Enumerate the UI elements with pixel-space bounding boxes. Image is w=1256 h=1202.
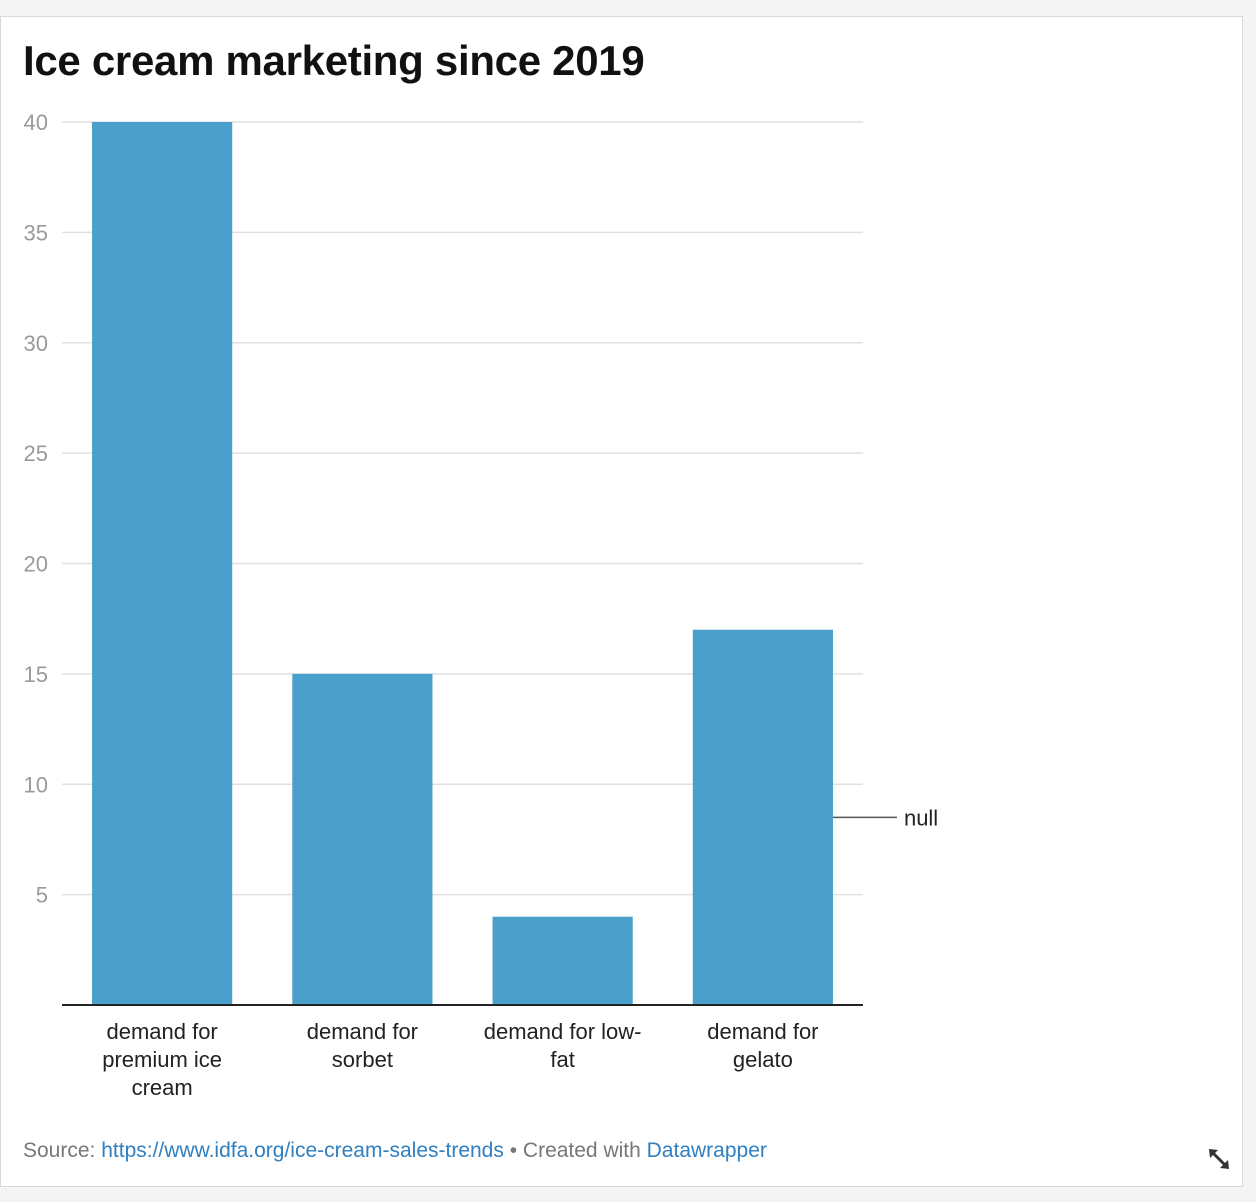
bar xyxy=(692,629,833,1005)
bar xyxy=(292,673,433,1005)
chart-frame: Ice cream marketing since 2019 5 10 15 20 25… xyxy=(0,16,1243,1187)
footer-separator: • xyxy=(509,1139,518,1162)
y-tick-label: 40 xyxy=(24,110,48,135)
y-tick-label: 15 xyxy=(24,662,48,687)
y-tick-label: 20 xyxy=(24,552,48,577)
footer: Source: https://www.idfa.org/ice-cream-s… xyxy=(23,1139,767,1163)
source-label: Source: xyxy=(23,1139,96,1162)
chart-title: Ice cream marketing since 2019 xyxy=(23,37,645,84)
x-tick-label: demand for gelato xyxy=(707,1019,818,1072)
annotation-label: null xyxy=(904,805,938,830)
y-tick-label: 5 xyxy=(36,883,48,908)
expand-icon[interactable] xyxy=(1204,1144,1234,1174)
y-tick-label: 25 xyxy=(24,441,48,466)
annotation: null xyxy=(832,805,938,830)
bars xyxy=(92,122,833,1005)
y-tick-label: 35 xyxy=(24,220,48,245)
bar-chart: 5 10 15 20 25 30 35 40 demand for premium ice cre… xyxy=(24,110,939,1100)
bar xyxy=(492,916,633,1005)
x-tick-label: demand for sorbet xyxy=(307,1019,418,1072)
x-axis-labels: demand for premium ice cream demand for sorb… xyxy=(102,1019,818,1100)
y-tick-label: 30 xyxy=(24,331,48,356)
x-tick-label: demand for premium ice cream xyxy=(102,1019,222,1100)
bar xyxy=(92,122,233,1005)
created-with-label: Created with xyxy=(522,1139,641,1162)
y-tick-label: 10 xyxy=(24,772,48,797)
source-link[interactable]: https://www.idfa.org/ice-cream-sales-tre… xyxy=(101,1139,504,1162)
datawrapper-link[interactable]: Datawrapper xyxy=(646,1139,767,1162)
x-tick-label: demand for low-fat xyxy=(484,1019,642,1072)
y-axis-ticks: 5 10 15 20 25 30 35 40 xyxy=(24,110,48,908)
